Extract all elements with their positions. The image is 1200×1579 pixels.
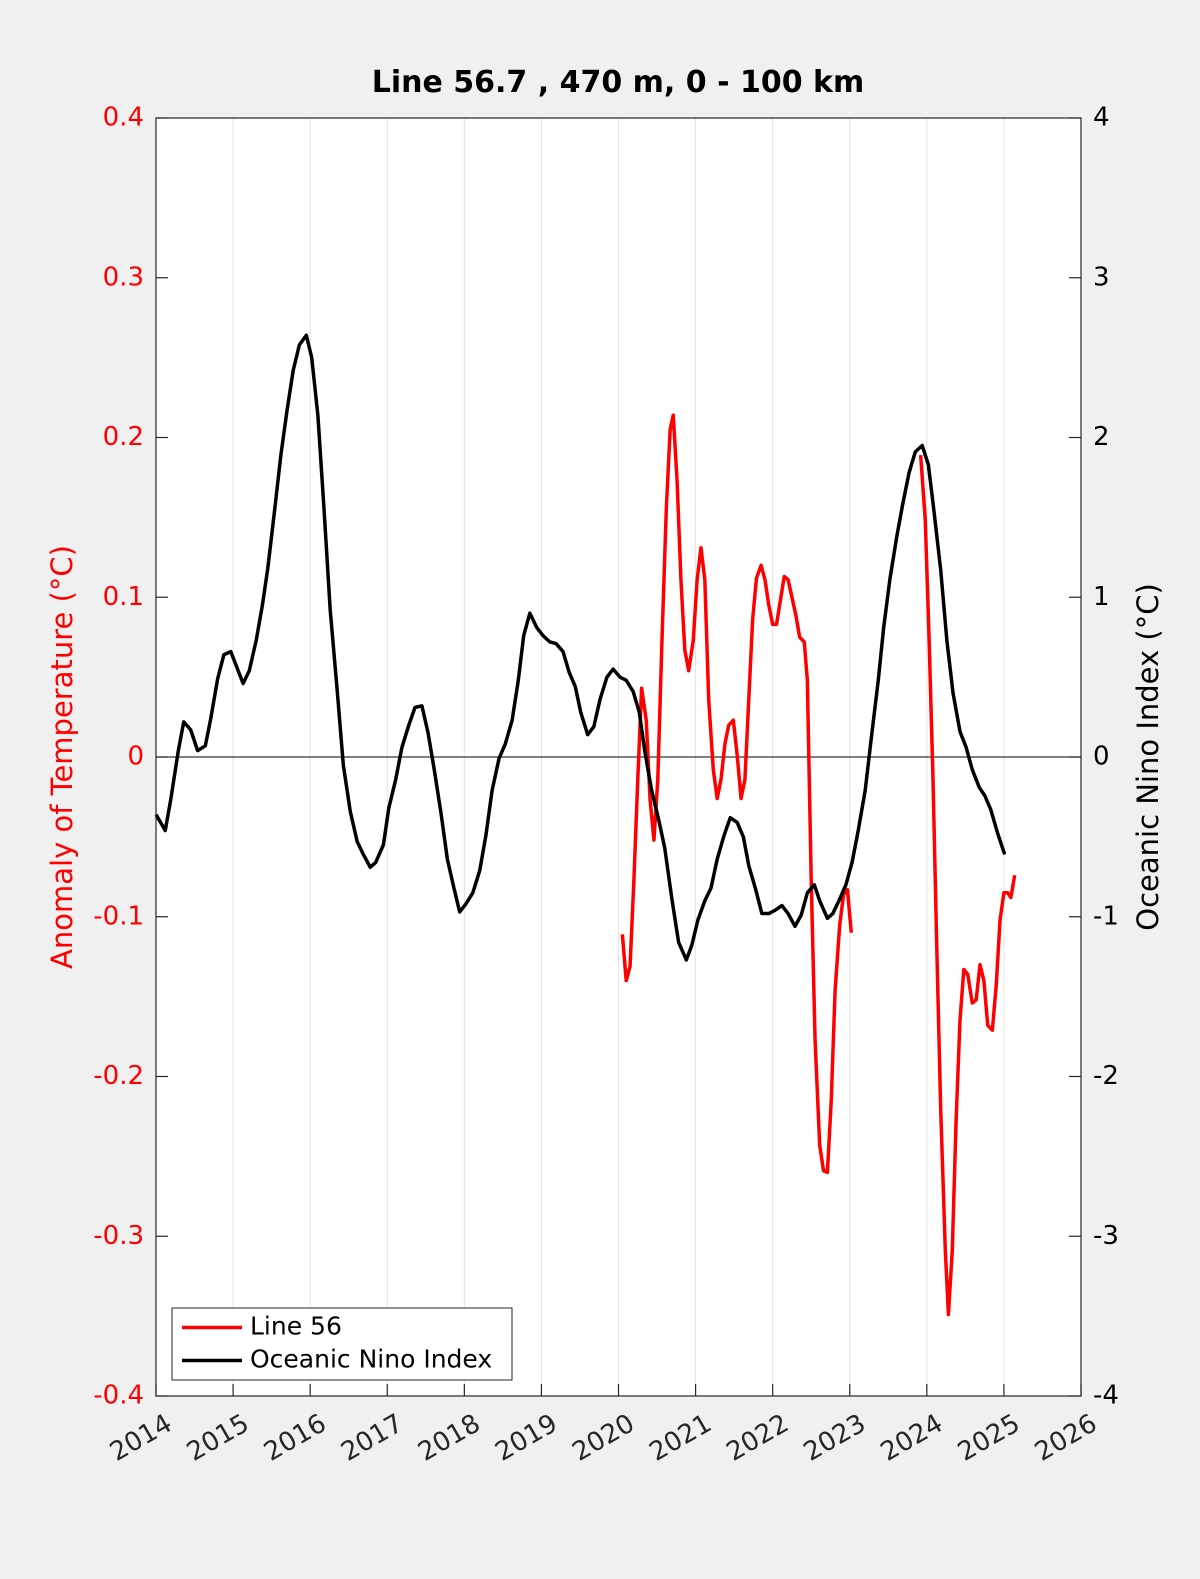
y2-tick-label: 0 bbox=[1093, 742, 1110, 772]
x-tick-label: 2020 bbox=[567, 1409, 639, 1468]
x-tick-label: 2025 bbox=[953, 1409, 1025, 1468]
x-tick-label: 2021 bbox=[645, 1409, 717, 1468]
y2-tick-label: -3 bbox=[1093, 1221, 1119, 1251]
legend-label: Oceanic Nino Index bbox=[250, 1345, 492, 1374]
y2-tick-label: -2 bbox=[1093, 1061, 1119, 1091]
y2-tick-label: 4 bbox=[1093, 103, 1110, 133]
x-tick-label: 2016 bbox=[259, 1409, 331, 1468]
plot-frame bbox=[155, 117, 1082, 1397]
y-tick-label: 0 bbox=[127, 742, 144, 772]
y2-tick-label: -4 bbox=[1093, 1381, 1119, 1411]
x-tick-label: 2014 bbox=[105, 1409, 177, 1468]
y2-tick-label: 3 bbox=[1093, 262, 1110, 292]
legend-label: Line 56 bbox=[250, 1312, 342, 1341]
legend: Line 56 Oceanic Nino Index bbox=[171, 1307, 513, 1381]
y2-axis-label: Oceanic Nino Index (°C) bbox=[1131, 583, 1165, 931]
y-tick-label: -0.2 bbox=[93, 1061, 144, 1091]
y-tick-label: -0.4 bbox=[93, 1381, 144, 1411]
x-tick-label: 2024 bbox=[876, 1409, 948, 1468]
y2-tick-label: 1 bbox=[1093, 582, 1110, 612]
y-axis-label: Anomaly of Temperature (°C) bbox=[45, 545, 79, 969]
y-tick-label: 0.4 bbox=[103, 103, 144, 133]
x-tick-label: 2026 bbox=[1030, 1409, 1102, 1468]
x-tick-label: 2022 bbox=[722, 1409, 794, 1468]
y2-tick-label: -1 bbox=[1093, 901, 1119, 931]
marks bbox=[154, 117, 1082, 1397]
y-tick-label: 0.2 bbox=[103, 422, 144, 452]
x-tick-label: 2019 bbox=[490, 1409, 562, 1468]
series-line bbox=[154, 333, 1007, 962]
series-line bbox=[620, 413, 1017, 1317]
chart-title: Line 56.7 , 470 m, 0 - 100 km bbox=[372, 65, 865, 100]
y-tick-label: -0.3 bbox=[93, 1221, 144, 1251]
y2-tick-label: 2 bbox=[1093, 422, 1110, 452]
x-tick-label: 2017 bbox=[336, 1409, 408, 1468]
legend-box bbox=[171, 1307, 513, 1381]
y-tick-label: 0.1 bbox=[103, 582, 144, 612]
y-tick-label: 0.3 bbox=[103, 262, 144, 292]
x-tick-label: 2023 bbox=[799, 1409, 871, 1468]
x-tick-label: 2015 bbox=[182, 1409, 254, 1468]
y-tick-label: -0.1 bbox=[93, 901, 144, 931]
x-tick-label: 2018 bbox=[413, 1409, 485, 1468]
